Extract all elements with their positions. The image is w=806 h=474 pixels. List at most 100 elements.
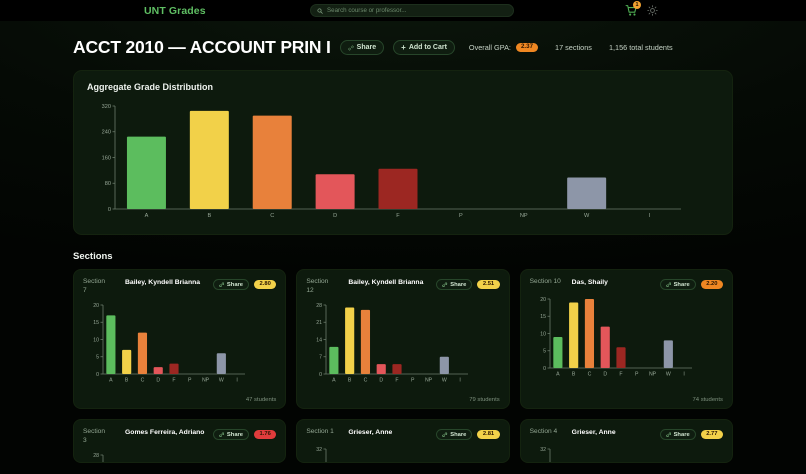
card-actions: Share 2.77	[659, 429, 723, 440]
bar-D[interactable]	[153, 366, 163, 374]
svg-text:C: C	[364, 377, 368, 383]
card-header: Section 10 Das, Shaily Share 2.20	[530, 278, 723, 290]
add-to-cart-button[interactable]: + Add to Cart	[393, 40, 455, 55]
bar-W[interactable]	[567, 177, 607, 209]
bar-chart-svg: 0 5 10 15 20 A B C D F P NP W I	[540, 297, 692, 378]
sections-grid: Section 7 Bailey, Kyndell Brianna Share 2.80…	[73, 269, 733, 409]
link-icon	[442, 282, 448, 287]
total-students: 1,156 total students	[608, 42, 673, 52]
svg-text:NP: NP	[425, 377, 433, 383]
section-grade-chart[interactable]: 0 5 10 15 20 A B C D F P NP W I	[530, 294, 723, 382]
svg-text:W: W	[666, 372, 671, 378]
bar-A[interactable]	[329, 346, 339, 374]
search-input[interactable]	[327, 7, 507, 14]
add-to-cart-label: Add to Cart	[408, 44, 447, 51]
bar-C[interactable]	[137, 332, 148, 374]
svg-text:P: P	[635, 372, 639, 378]
brand-logo[interactable]: UNT Grades	[144, 4, 206, 17]
bar-W[interactable]	[663, 340, 673, 368]
bar-D[interactable]	[376, 363, 387, 374]
svg-text:D: D	[603, 372, 607, 378]
svg-text:I: I	[649, 213, 651, 219]
section-grade-chart[interactable]: 08162432ABCDFPNPWI	[530, 444, 723, 462]
svg-text:28: 28	[93, 453, 99, 459]
section-card[interactable]: Section 1 Grieser, Anne Share 2.81 08162432A…	[296, 419, 510, 463]
svg-text:B: B	[348, 377, 352, 383]
svg-text:W: W	[584, 213, 590, 219]
bar-A[interactable]	[126, 136, 166, 209]
section-share-button[interactable]: Share	[212, 429, 250, 440]
section-number: Section 10	[529, 278, 561, 285]
section-card[interactable]: Section 10 Das, Shaily Share 2.20 0 5 10 15 20 A B…	[519, 269, 733, 409]
section-share-button[interactable]: Share	[436, 279, 473, 290]
section-share-label: Share	[673, 431, 690, 438]
bar-B[interactable]	[345, 307, 355, 374]
card-actions: Share 2.51	[436, 279, 500, 290]
search-icon	[317, 7, 323, 14]
professor-name: Das, Shaily	[571, 279, 608, 286]
section-gpa-badge: 2.20	[700, 279, 723, 290]
section-share-button[interactable]: Share	[659, 429, 696, 440]
svg-text:A: A	[332, 377, 336, 383]
bar-F[interactable]	[616, 347, 626, 368]
sections-count: 17 sections	[555, 42, 592, 52]
bar-D[interactable]	[600, 326, 610, 368]
svg-text:21: 21	[317, 320, 323, 326]
share-button[interactable]: Share	[339, 40, 385, 55]
course-meta: Overall GPA: 2.37 17 sections 1,156 tota…	[469, 42, 673, 53]
svg-text:240: 240	[102, 130, 111, 136]
section-grade-chart[interactable]: 08162432ABCDFPNPWI	[306, 444, 499, 462]
bar-C[interactable]	[361, 309, 371, 374]
aggregate-chart-panel: Aggregate Grade Distribution 0 80 160 240 32…	[73, 70, 733, 235]
card-header: Section 7 Bailey, Kyndell Brianna Share 2.80	[83, 278, 277, 296]
professor-name: Bailey, Kyndell Brianna	[125, 279, 201, 286]
svg-text:B: B	[207, 213, 211, 219]
link-icon	[348, 45, 354, 50]
section-share-button[interactable]: Share	[659, 279, 696, 290]
bar-C[interactable]	[252, 115, 292, 209]
section-gpa-badge: 2.77	[700, 429, 723, 440]
bar-C[interactable]	[584, 299, 594, 368]
section-share-button[interactable]: Share	[212, 279, 250, 290]
bar-A[interactable]	[106, 315, 116, 374]
section-card[interactable]: Section 7 Bailey, Kyndell Brianna Share 2.80…	[73, 269, 287, 409]
svg-text:W: W	[442, 377, 447, 383]
svg-text:NP: NP	[520, 213, 528, 219]
section-card[interactable]: Section 12 Bailey, Kyndell Brianna Share 2.5…	[296, 269, 510, 409]
bar-F[interactable]	[378, 168, 418, 209]
section-gpa-badge: 2.80	[254, 279, 277, 290]
bar-B[interactable]	[568, 302, 578, 368]
bar-A[interactable]	[552, 336, 563, 368]
search-box[interactable]	[310, 4, 514, 17]
svg-text:10: 10	[93, 337, 99, 343]
svg-text:15: 15	[540, 314, 546, 320]
bar-F[interactable]	[392, 363, 402, 374]
section-gpa-badge: 2.51	[477, 279, 500, 290]
section-grade-chart[interactable]: 0 5 10 15 20 A B C D F P NP W I	[83, 300, 276, 388]
svg-text:P: P	[411, 377, 415, 383]
bar-B[interactable]	[189, 110, 229, 209]
section-student-count: 79 students	[469, 397, 500, 403]
bar-F[interactable]	[169, 363, 179, 374]
svg-text:15: 15	[93, 320, 99, 326]
svg-text:0: 0	[319, 372, 322, 378]
bar-W[interactable]	[216, 353, 226, 374]
bar-B[interactable]	[122, 349, 132, 374]
svg-text:F: F	[396, 377, 399, 383]
svg-text:NP: NP	[649, 372, 657, 378]
section-share-button[interactable]: Share	[436, 429, 473, 440]
aggregate-grade-distribution-chart[interactable]: 0 80 160 240 320 A B C D F P NP W I	[87, 100, 719, 225]
section-card[interactable]: Section 3 Gomes Ferreira, Adriano Share 1.76…	[73, 419, 287, 463]
bar-W[interactable]	[440, 356, 450, 374]
professor-name: Bailey, Kyndell Brianna	[348, 279, 424, 286]
bar-D[interactable]	[315, 174, 355, 209]
section-share-label: Share	[450, 431, 467, 438]
cart-button[interactable]: 1	[625, 1, 641, 17]
theme-toggle-button[interactable]	[647, 5, 658, 16]
card-actions: Share 2.81	[436, 429, 500, 440]
section-card[interactable]: Section 4 Grieser, Anne Share 2.77 08162432A…	[519, 419, 733, 463]
svg-text:160: 160	[102, 155, 111, 161]
